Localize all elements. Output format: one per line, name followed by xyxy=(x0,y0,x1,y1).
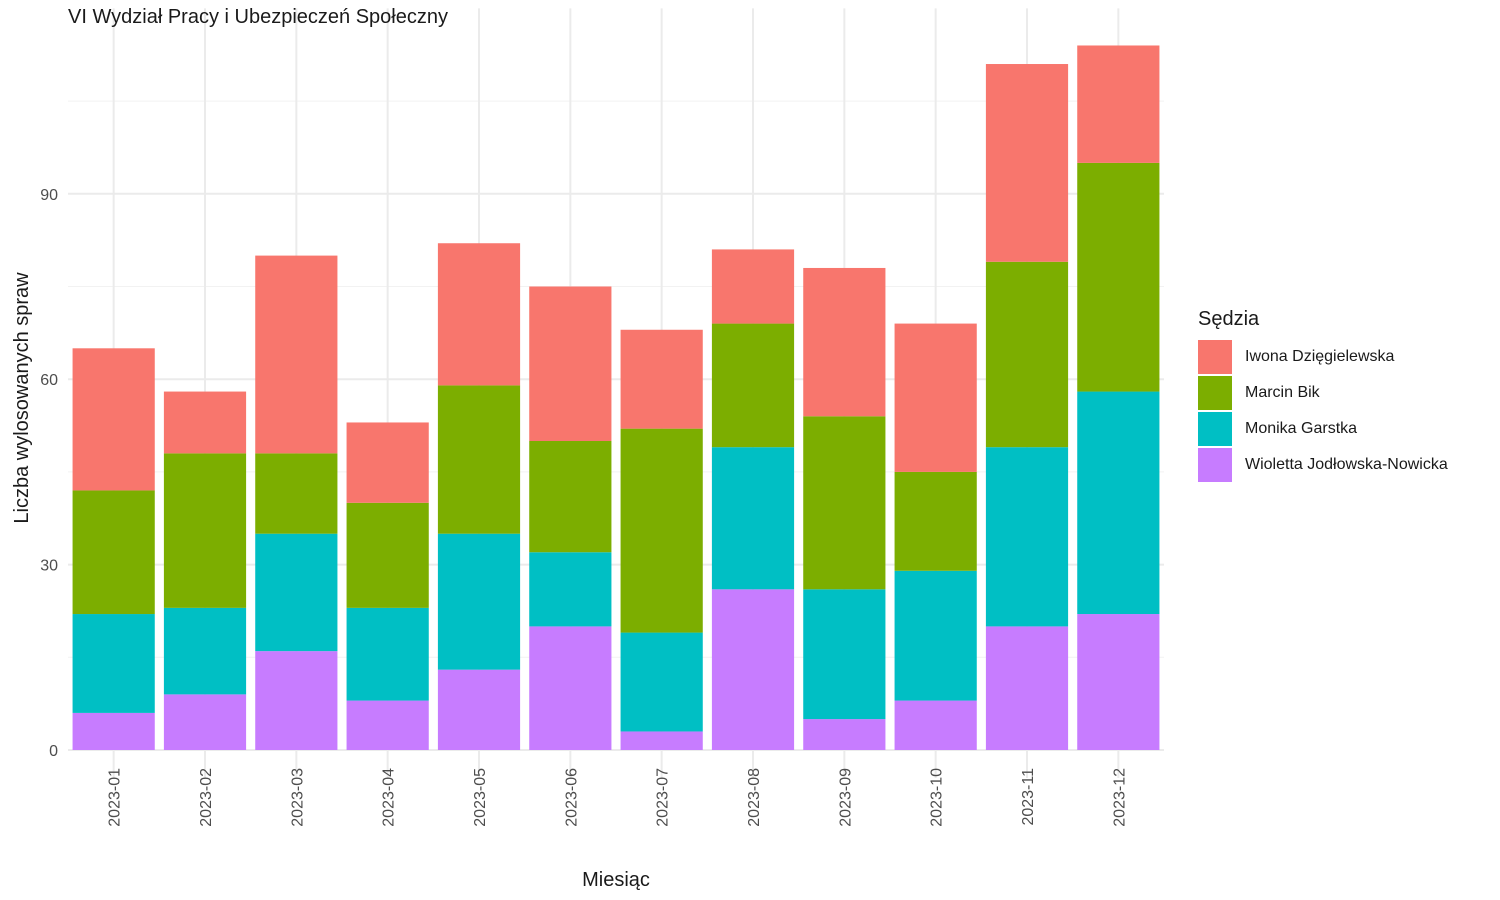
bar-segment xyxy=(255,453,338,534)
bar-segment xyxy=(985,64,1069,262)
legend-items: Iwona Dzięgielewska Marcin Bik Monika Gars… xyxy=(1198,339,1448,483)
y-tick-label: 0 xyxy=(49,743,58,760)
x-tick-label: 2023-05 xyxy=(472,768,489,827)
bar-segment xyxy=(711,589,795,750)
bar-segment xyxy=(985,261,1069,448)
y-axis-label: Liczba wylosowanych spraw xyxy=(11,272,33,524)
legend-label: Marcin Bik xyxy=(1245,384,1320,401)
legend-swatch xyxy=(1198,412,1232,446)
bar-segment xyxy=(163,607,247,695)
bar-segment xyxy=(894,323,977,472)
legend-swatch xyxy=(1198,448,1232,482)
bar-segment xyxy=(803,589,886,720)
x-tick-label: 2023-12 xyxy=(1111,768,1128,827)
bar-segment xyxy=(72,614,155,713)
bar-segment xyxy=(803,267,886,417)
bar-segment xyxy=(1077,162,1160,392)
bar-segment xyxy=(255,255,338,454)
bar-segment xyxy=(163,453,247,608)
legend: Sędzia Iwona Dzięgielewska Marcin Bik Moni… xyxy=(1198,308,1448,483)
bar-segment xyxy=(437,669,521,750)
x-tick-label: 2023-07 xyxy=(655,768,672,827)
bar-segment xyxy=(1077,45,1160,163)
x-tick-label: 2023-03 xyxy=(289,768,306,827)
legend-item: Monika Garstka xyxy=(1198,411,1448,447)
legend-item: Wioletta Jodłowska-Nowicka xyxy=(1198,447,1448,483)
bar-segment xyxy=(437,385,521,534)
bar-segment xyxy=(711,249,795,324)
x-tick-label: 2023-08 xyxy=(746,768,763,827)
legend-label: Monika Garstka xyxy=(1245,420,1358,437)
legend-item: Iwona Dzięgielewska xyxy=(1198,339,1448,375)
legend-swatch xyxy=(1198,340,1232,374)
y-tick-label: 60 xyxy=(40,372,58,389)
bar-segment xyxy=(529,626,612,750)
bar-segment xyxy=(894,471,977,571)
legend-title: Sędzia xyxy=(1198,308,1260,330)
bar-segment xyxy=(346,502,429,608)
bar-segment xyxy=(620,329,703,429)
bar-segment xyxy=(894,570,977,701)
bar-segment xyxy=(255,533,338,652)
bar-segment xyxy=(1077,614,1160,750)
bar-segment xyxy=(346,700,429,750)
x-tick-label: 2023-10 xyxy=(929,768,946,827)
y-tick-label: 30 xyxy=(40,558,58,575)
bar-segment xyxy=(1077,391,1160,615)
bar-segment xyxy=(437,533,521,670)
x-tick-label: 2023-11 xyxy=(1020,768,1037,826)
y-axis-ticks: 0 30 60 90 xyxy=(40,187,58,760)
bar-segment xyxy=(72,490,155,615)
bar-segment xyxy=(346,607,429,701)
x-tick-label: 2023-02 xyxy=(198,768,215,827)
bar-segment xyxy=(255,651,338,750)
x-axis-ticks: 2023-01 2023-02 2023-03 2023-04 2023-05 2023-… xyxy=(107,768,1129,827)
bar-segment xyxy=(711,447,795,590)
x-axis-label: Miesiąc xyxy=(582,869,650,891)
bar-segment xyxy=(803,416,886,590)
bar-segment xyxy=(620,632,703,732)
bar-segment xyxy=(620,731,703,750)
bar-segment xyxy=(620,428,703,633)
x-tick-label: 2023-09 xyxy=(837,768,854,827)
bar-segment xyxy=(346,422,429,503)
bar-segment xyxy=(163,391,247,454)
legend-swatch xyxy=(1198,376,1232,410)
chart-title: VI Wydział Pracy i Ubezpieczeń Społeczny xyxy=(68,6,448,28)
bar-segment xyxy=(529,441,612,553)
y-tick-label: 90 xyxy=(40,187,58,204)
bar-segment xyxy=(803,719,886,750)
x-tick-label: 2023-06 xyxy=(563,768,580,827)
legend-item: Marcin Bik xyxy=(1198,375,1448,411)
bars xyxy=(72,45,1160,750)
legend-label: Wioletta Jodłowska-Nowicka xyxy=(1245,456,1448,473)
bar-segment xyxy=(72,348,155,491)
x-tick-label: 2023-04 xyxy=(381,768,398,827)
bar-segment xyxy=(437,243,521,386)
bar-segment xyxy=(711,323,795,448)
bar-segment xyxy=(529,552,612,627)
bar-segment xyxy=(894,700,977,750)
bar-segment xyxy=(985,447,1069,627)
bar-segment xyxy=(72,712,155,750)
x-tick-label: 2023-01 xyxy=(107,768,124,827)
bar-segment xyxy=(163,694,247,750)
legend-label: Iwona Dzięgielewska xyxy=(1245,348,1395,365)
bar-segment xyxy=(529,286,612,441)
bar-segment xyxy=(985,626,1069,750)
